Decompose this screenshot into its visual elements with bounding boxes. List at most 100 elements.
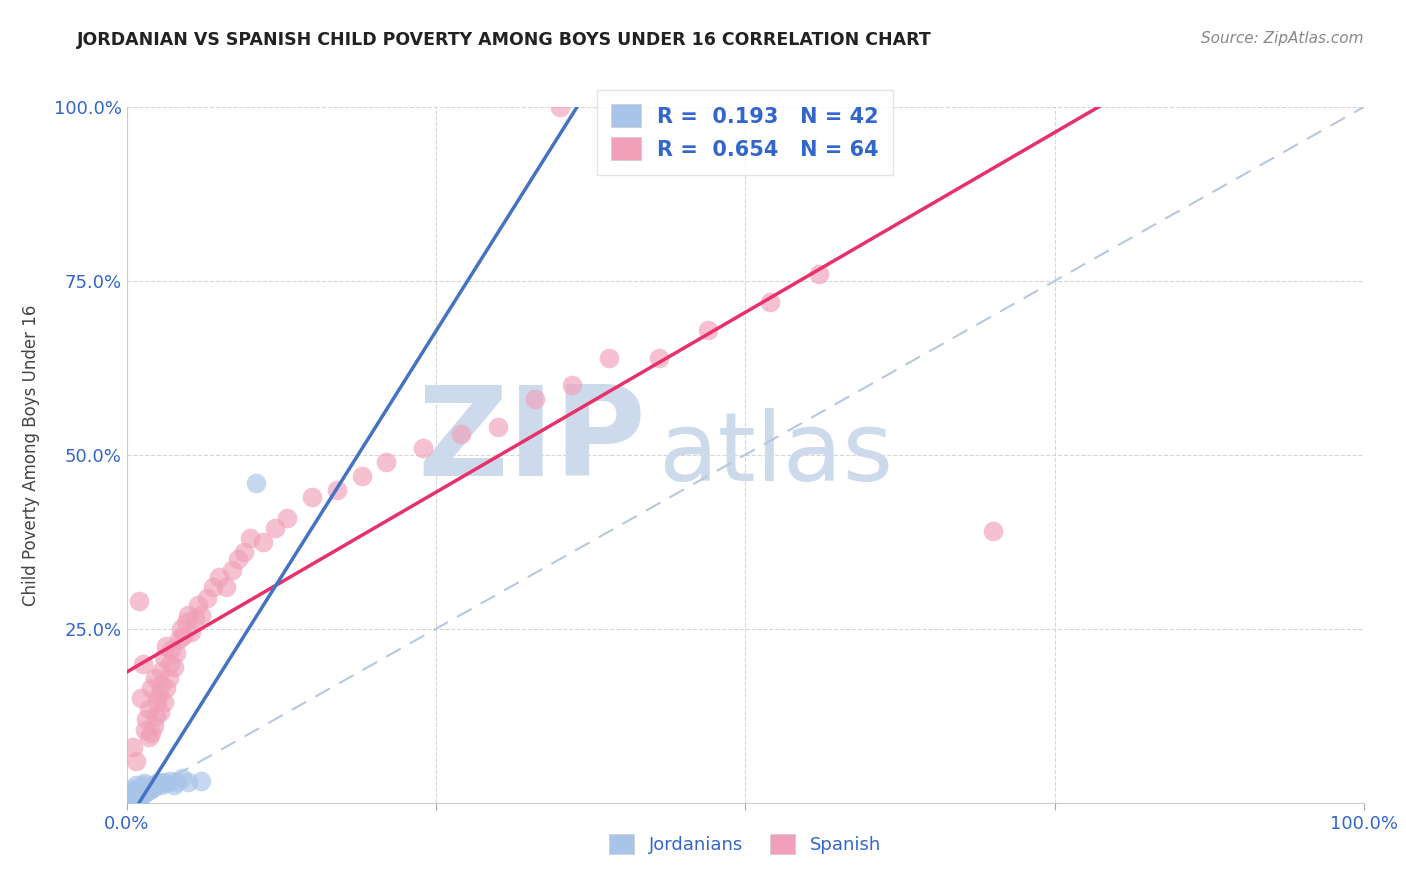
- Point: [128, 783, 150, 797]
- Point: [548, 100, 571, 114]
- Point: [127, 785, 149, 799]
- Point: [375, 455, 398, 469]
- Point: [135, 712, 157, 726]
- Point: [172, 629, 194, 643]
- Point: [276, 510, 298, 524]
- Point: [131, 691, 153, 706]
- Point: [177, 607, 200, 622]
- Point: [141, 778, 163, 793]
- Point: [350, 468, 373, 483]
- Point: [165, 775, 187, 789]
- Point: [152, 775, 174, 789]
- Point: [145, 708, 167, 723]
- Point: [301, 490, 323, 504]
- Point: [125, 754, 148, 768]
- Point: [131, 789, 153, 803]
- Point: [167, 632, 190, 647]
- Point: [138, 730, 160, 744]
- Point: [239, 532, 262, 546]
- Point: [561, 378, 583, 392]
- Point: [159, 773, 181, 788]
- Point: [187, 598, 209, 612]
- Point: [143, 671, 166, 685]
- Point: [135, 785, 157, 799]
- Point: [450, 427, 472, 442]
- Point: [132, 786, 155, 800]
- Point: [159, 657, 181, 671]
- Point: [174, 615, 197, 629]
- Point: [160, 642, 183, 657]
- Point: [127, 790, 149, 805]
- Point: [264, 521, 287, 535]
- Point: [121, 785, 143, 799]
- Point: [697, 323, 720, 337]
- Text: atlas: atlas: [658, 409, 894, 501]
- Point: [146, 776, 169, 790]
- Point: [245, 475, 267, 490]
- Point: [412, 441, 434, 455]
- Point: [486, 420, 509, 434]
- Point: [121, 789, 143, 803]
- Point: [121, 792, 143, 806]
- Point: [155, 639, 177, 653]
- Point: [155, 776, 177, 790]
- Point: [129, 790, 152, 805]
- Point: [149, 706, 172, 720]
- Point: [233, 545, 256, 559]
- Point: [131, 781, 153, 796]
- Point: [226, 552, 249, 566]
- Point: [138, 783, 160, 797]
- Point: [252, 534, 274, 549]
- Text: Source: ZipAtlas.com: Source: ZipAtlas.com: [1201, 31, 1364, 46]
- Point: [152, 649, 174, 664]
- Point: [121, 781, 143, 796]
- Point: [326, 483, 349, 497]
- Y-axis label: Child Poverty Among Boys Under 16: Child Poverty Among Boys Under 16: [21, 304, 39, 606]
- Point: [190, 773, 212, 788]
- Point: [808, 267, 831, 281]
- Point: [523, 392, 546, 407]
- Point: [134, 785, 156, 799]
- Point: [214, 580, 236, 594]
- Point: [981, 524, 1004, 539]
- Point: [121, 740, 143, 755]
- Point: [202, 580, 225, 594]
- Point: [208, 570, 231, 584]
- Point: [150, 778, 173, 793]
- Point: [124, 792, 146, 806]
- Point: [162, 778, 184, 793]
- Point: [141, 781, 163, 796]
- Point: [172, 772, 194, 786]
- Point: [131, 778, 153, 793]
- Point: [759, 294, 782, 309]
- Point: [139, 780, 162, 795]
- Point: [162, 660, 184, 674]
- Point: [128, 792, 150, 806]
- Point: [170, 622, 193, 636]
- Point: [165, 646, 187, 660]
- Text: ZIP: ZIP: [418, 381, 647, 501]
- Point: [131, 788, 153, 802]
- Point: [195, 591, 218, 605]
- Point: [150, 664, 173, 678]
- Point: [128, 594, 150, 608]
- Point: [125, 783, 148, 797]
- Point: [125, 791, 148, 805]
- Point: [142, 780, 165, 795]
- Point: [157, 671, 180, 685]
- Text: JORDANIAN VS SPANISH CHILD POVERTY AMONG BOYS UNDER 16 CORRELATION CHART: JORDANIAN VS SPANISH CHILD POVERTY AMONG…: [77, 31, 932, 49]
- Point: [221, 563, 243, 577]
- Point: [142, 719, 165, 733]
- Point: [134, 723, 156, 737]
- Point: [141, 726, 163, 740]
- Point: [152, 695, 174, 709]
- Point: [177, 775, 200, 789]
- Point: [146, 695, 169, 709]
- Point: [647, 351, 669, 365]
- Point: [138, 702, 160, 716]
- Point: [148, 775, 170, 789]
- Point: [598, 351, 620, 365]
- Point: [141, 681, 163, 695]
- Point: [132, 776, 155, 790]
- Point: [183, 611, 205, 625]
